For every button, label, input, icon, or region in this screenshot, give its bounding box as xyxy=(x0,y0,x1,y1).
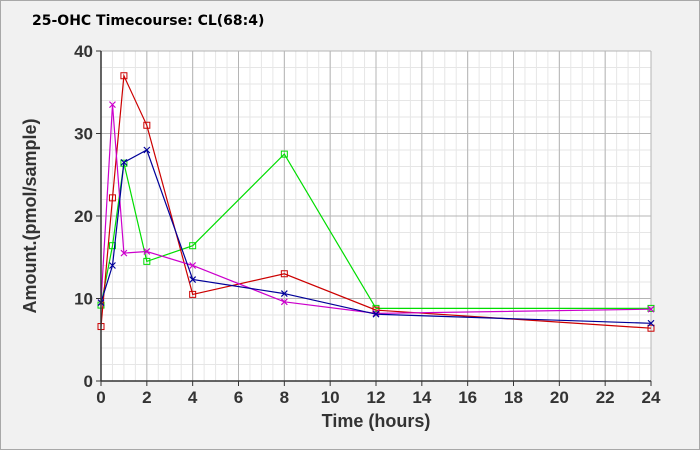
x-tick-label: 2 xyxy=(142,388,151,407)
x-axis-label: Time (hours) xyxy=(322,411,431,431)
data-point-x xyxy=(280,290,288,297)
data-point-square xyxy=(143,121,151,129)
x-tick-label: 8 xyxy=(280,388,289,407)
marker-stroke xyxy=(280,290,288,297)
y-tick-label: 0 xyxy=(84,372,93,391)
marker-stroke xyxy=(143,146,151,154)
series-layer xyxy=(97,72,655,332)
y-axis-label: Amount.(pmol/sample) xyxy=(20,118,40,313)
x-tick-label: 18 xyxy=(504,388,523,407)
data-point-square xyxy=(280,150,288,158)
x-tick-label: 6 xyxy=(234,388,243,407)
data-point-square xyxy=(108,194,116,202)
data-point-x xyxy=(189,262,197,269)
marker-stroke xyxy=(109,262,116,269)
marker-stroke xyxy=(647,305,655,313)
series-line xyxy=(100,104,652,315)
data-point-square xyxy=(647,304,655,312)
x-tick-label: 22 xyxy=(596,388,615,407)
data-point-square xyxy=(189,242,197,250)
series-line xyxy=(100,73,652,329)
x-tick-label: 14 xyxy=(412,388,431,407)
series-3 xyxy=(97,146,655,327)
x-tick-label: 24 xyxy=(642,388,661,407)
x-tick-label: 4 xyxy=(188,388,198,407)
data-point-x xyxy=(647,305,655,313)
marker-stroke xyxy=(120,158,128,166)
marker-stroke xyxy=(280,298,288,306)
data-point-x xyxy=(109,101,116,109)
data-point-x xyxy=(280,298,288,306)
y-tick-label: 20 xyxy=(74,207,93,226)
chart-title: 25-OHC Timecourse: CL(68:4) xyxy=(32,13,264,29)
data-point-x xyxy=(647,319,655,327)
marker-stroke xyxy=(109,101,116,109)
data-point-x xyxy=(109,262,116,269)
data-point-x xyxy=(189,276,197,283)
data-point-x xyxy=(372,310,380,318)
data-point-square xyxy=(280,270,288,278)
x-tick-label: 0 xyxy=(96,388,105,407)
x-tick-label: 16 xyxy=(458,388,477,407)
y-tick-label: 30 xyxy=(74,125,93,144)
data-point-x xyxy=(143,248,151,255)
marker-stroke xyxy=(189,262,197,269)
data-point-square xyxy=(120,72,128,80)
data-point-square xyxy=(143,257,151,265)
y-tick-label: 40 xyxy=(74,42,93,61)
data-point-x xyxy=(120,249,128,257)
marker-stroke xyxy=(647,319,655,327)
data-point-x xyxy=(143,146,151,154)
series-line xyxy=(100,153,651,309)
y-tick-label: 10 xyxy=(74,290,93,309)
series-line xyxy=(100,149,652,324)
marker-stroke xyxy=(372,310,380,318)
major-grid xyxy=(100,50,652,382)
marker-stroke xyxy=(120,249,128,257)
x-tick-label: 12 xyxy=(367,388,386,407)
data-point-x xyxy=(120,158,128,166)
x-tick-label: 20 xyxy=(550,388,569,407)
data-point-square xyxy=(108,242,116,250)
data-point-square xyxy=(189,290,197,298)
x-tick-label: 10 xyxy=(321,388,340,407)
marker-stroke xyxy=(189,276,197,283)
axes xyxy=(96,50,652,386)
data-point-square xyxy=(647,324,655,332)
marker-stroke xyxy=(143,248,151,255)
